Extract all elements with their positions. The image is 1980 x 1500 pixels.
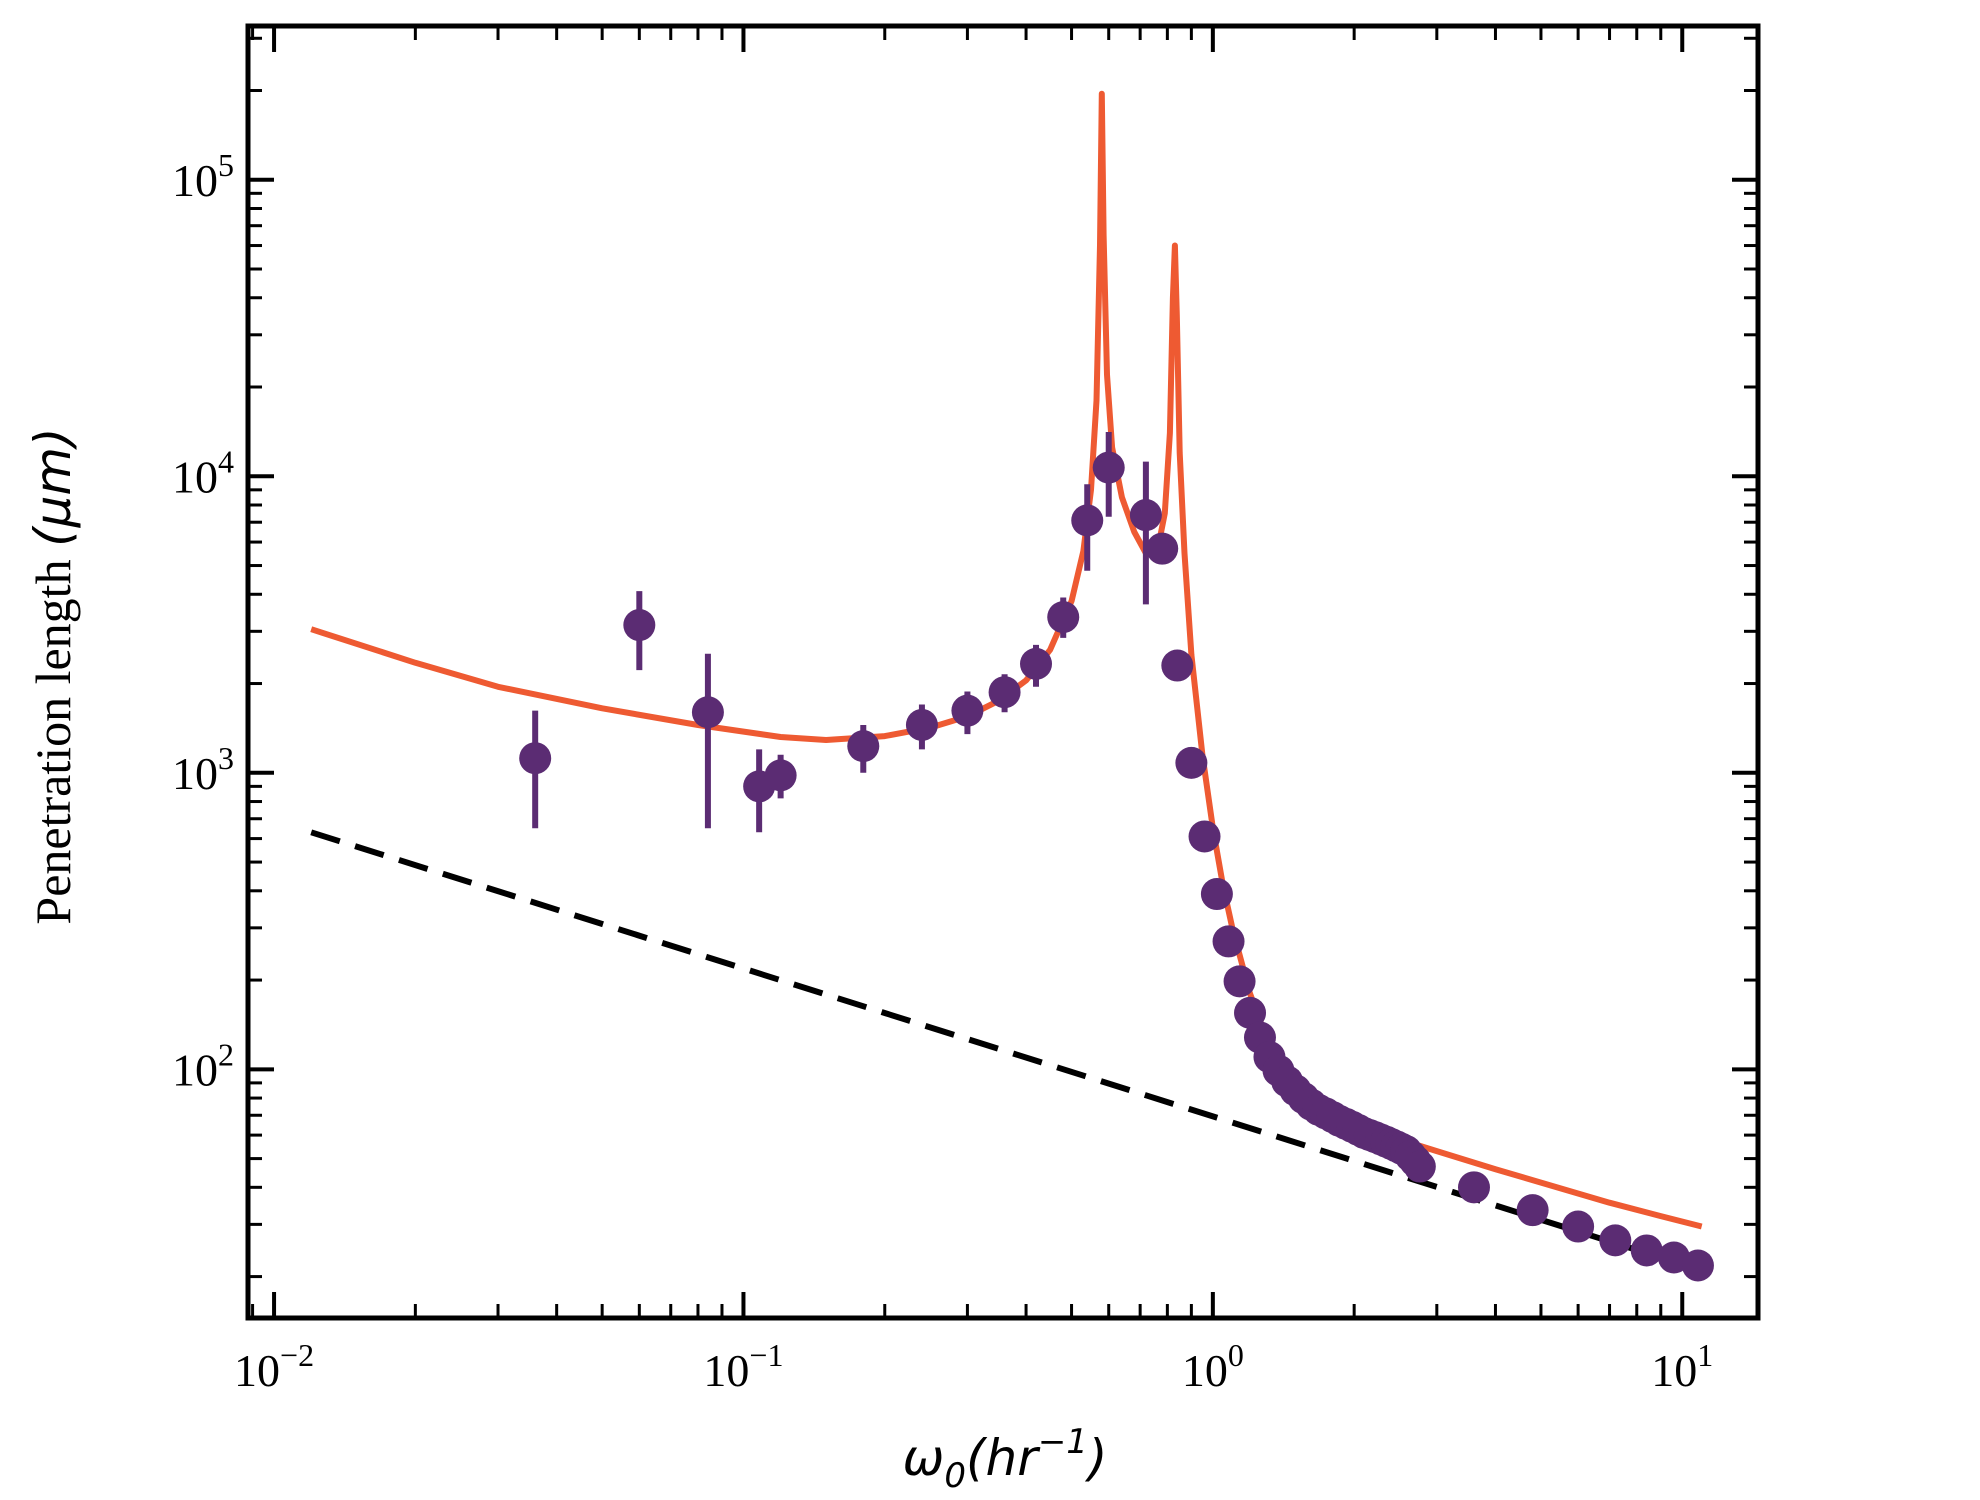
x-axis-subscript: 0: [944, 1456, 966, 1496]
y-axis-title: Penetration length (μm): [24, 427, 82, 924]
data-point: [1403, 1150, 1436, 1183]
data-point: [1092, 451, 1125, 484]
x-axis-superscript: −1: [1038, 1422, 1088, 1462]
data-point: [1129, 499, 1162, 532]
data-point: [1071, 504, 1104, 537]
data-point: [1175, 746, 1208, 779]
x-tick-labels: 10−2 10−1 100 101: [234, 1337, 1713, 1396]
y-tick-label: 105: [172, 147, 234, 206]
plot-area: [310, 90, 1714, 1282]
x-tick-label: 101: [1651, 1337, 1713, 1396]
data-point: [1599, 1224, 1632, 1257]
x-tick-label: 10−1: [703, 1337, 783, 1396]
data-point: [988, 676, 1021, 709]
data-point: [1223, 965, 1256, 998]
x-axis-unit-close: ): [1084, 1429, 1108, 1487]
y-tick-label: 102: [172, 1036, 234, 1095]
data-point: [1200, 878, 1233, 911]
data-point: [1681, 1249, 1714, 1282]
plot-frame: [245, 23, 1761, 1321]
data-point: [951, 694, 984, 727]
y-axis-unit: (μm): [24, 427, 82, 547]
x-axis-title: ω0(hr−1): [903, 1422, 1108, 1496]
y-tick-label: 104: [172, 443, 234, 502]
data-point: [1146, 532, 1179, 565]
data-point: [519, 742, 552, 775]
data-point: [1457, 1171, 1490, 1204]
data-point: [1161, 649, 1194, 682]
data-point: [1562, 1210, 1595, 1243]
data-point: [1047, 601, 1080, 634]
y-tick-label: 103: [172, 740, 234, 799]
y-axis-text: Penetration length: [25, 547, 81, 925]
data-point: [1188, 820, 1221, 853]
y-tick-labels: 102 103 104 105: [172, 147, 234, 1096]
measured-series: [519, 432, 1714, 1282]
data-point: [691, 696, 724, 729]
data-point: [1657, 1241, 1690, 1274]
data-point: [1020, 647, 1053, 680]
asymptote-series: [310, 829, 1684, 1268]
major-ticks: [248, 26, 1758, 1318]
x-tick-label: 10−2: [234, 1337, 314, 1396]
asymptote-line: [310, 829, 1684, 1268]
data-point: [847, 730, 880, 763]
x-axis-unit-open: (hr: [966, 1429, 1041, 1487]
data-point: [1516, 1194, 1549, 1227]
data-point: [905, 708, 938, 741]
data-point: [623, 609, 656, 642]
x-tick-label: 100: [1182, 1337, 1244, 1396]
data-point: [1234, 996, 1267, 1029]
data-point: [1212, 925, 1245, 958]
x-axis-symbol: ω: [903, 1429, 945, 1487]
data-point: [1630, 1234, 1663, 1267]
data-point: [764, 759, 797, 792]
